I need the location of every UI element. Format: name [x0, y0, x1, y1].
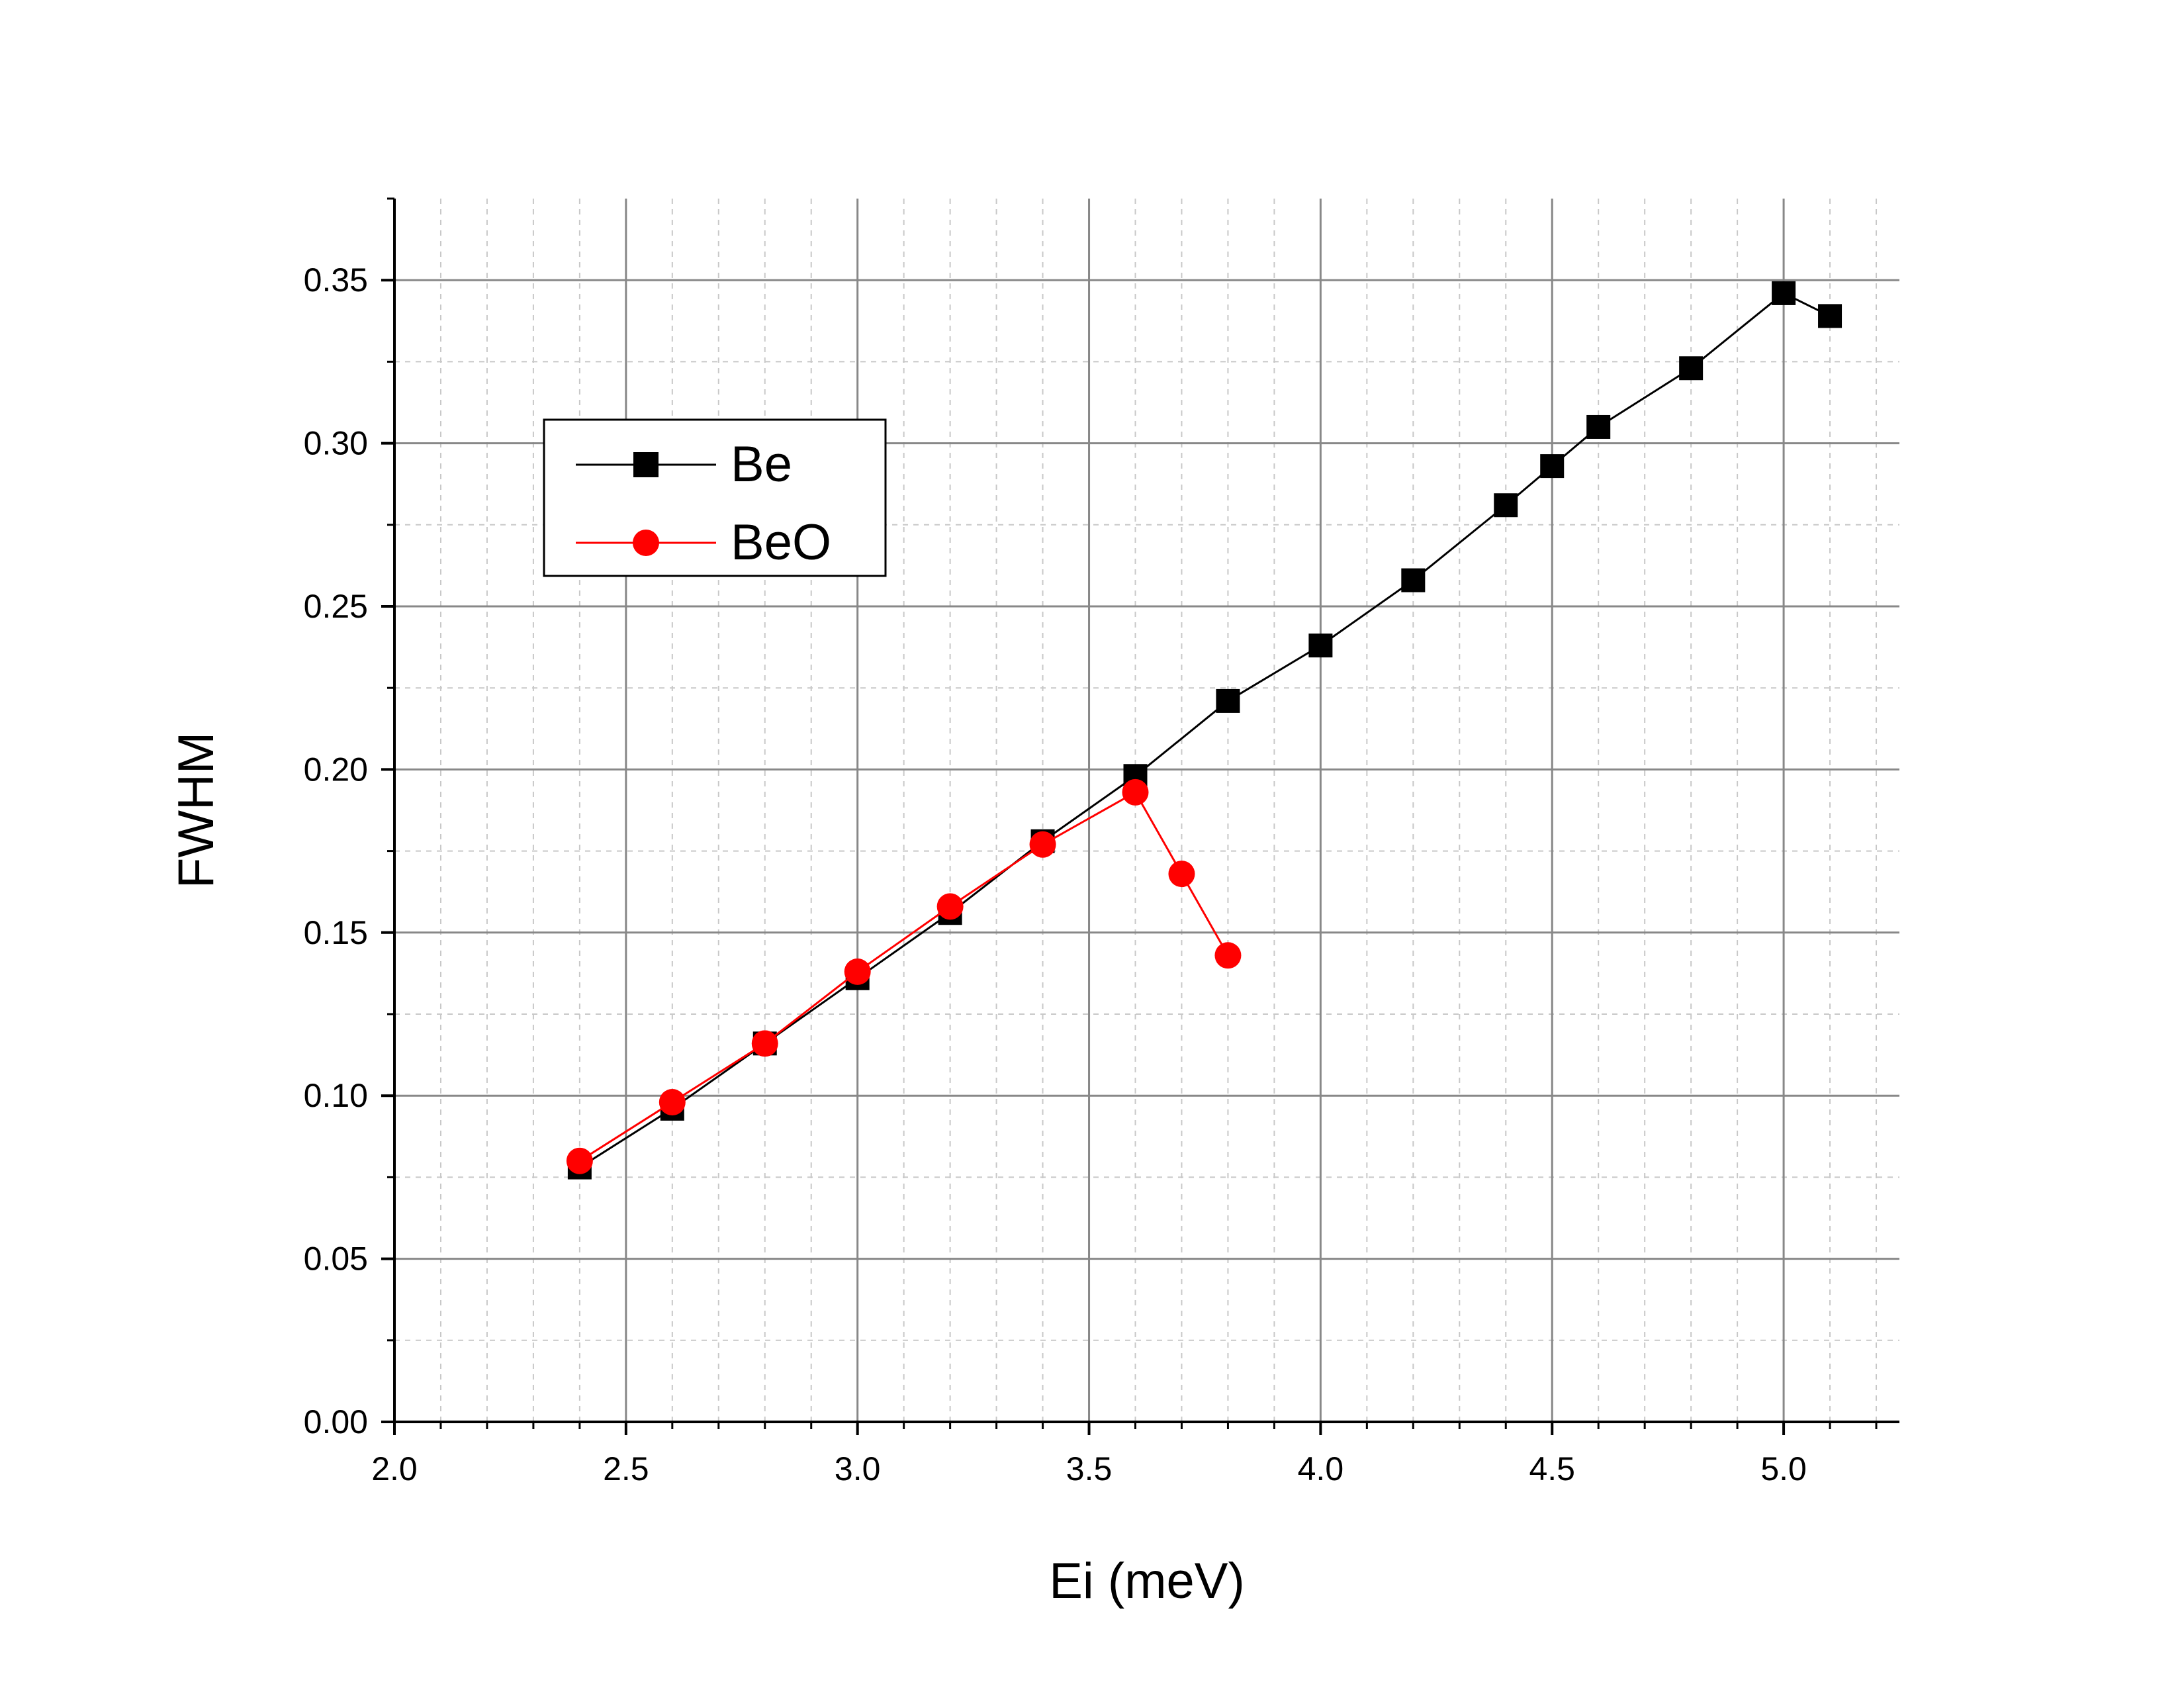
data-point — [751, 1030, 778, 1057]
x-tick-label: 5.0 — [1760, 1450, 1807, 1487]
legend-box — [543, 418, 887, 577]
data-point — [1679, 356, 1704, 381]
x-axis-title: Ei (meV) — [1049, 1553, 1245, 1609]
legend: Be BeO — [543, 418, 887, 577]
y-axis-title: FWHM — [168, 732, 224, 888]
x-tick-label: 4.5 — [1529, 1450, 1575, 1487]
series-layer — [566, 281, 1843, 1180]
data-point — [1818, 304, 1843, 328]
legend-label-beo: BeO — [731, 514, 831, 571]
axes — [393, 199, 1899, 1423]
series-BeO — [566, 778, 1242, 1174]
x-tick-label: 2.0 — [371, 1450, 418, 1487]
y-tick-label: 0.35 — [304, 261, 368, 299]
x-tick-label: 3.0 — [835, 1450, 881, 1487]
data-point — [936, 893, 964, 920]
tick-labels: 2.0 2.5 3.0 3.5 4.0 4.5 5.0 0.00 0.05 0.10 0.15 0.2… — [304, 261, 1807, 1487]
data-point — [1214, 942, 1242, 969]
data-point — [1308, 633, 1333, 658]
data-point — [1586, 414, 1611, 439]
data-point — [1401, 568, 1426, 592]
data-point — [1540, 454, 1565, 479]
y-tick-label: 0.30 — [304, 425, 368, 462]
data-point — [1029, 831, 1056, 858]
minor-grid — [394, 199, 1899, 1422]
data-point — [1494, 493, 1518, 518]
data-point — [659, 1089, 686, 1116]
data-point — [1772, 281, 1796, 305]
legend-marker-be — [633, 452, 659, 477]
y-tick-label: 0.25 — [304, 588, 368, 625]
data-point — [844, 958, 871, 985]
legend-marker-beo — [633, 530, 659, 556]
data-point — [1122, 778, 1149, 806]
series-line — [579, 292, 1831, 1168]
data-point — [1216, 688, 1240, 713]
data-point — [1168, 861, 1195, 888]
y-tick-label: 0.00 — [304, 1403, 368, 1440]
legend-label-be: Be — [731, 436, 792, 492]
major-grid — [394, 199, 1899, 1422]
y-tick-label: 0.05 — [304, 1241, 368, 1278]
y-tick-label: 0.15 — [304, 914, 368, 951]
x-tick-label: 2.5 — [603, 1450, 649, 1487]
y-tick-label: 0.20 — [304, 751, 368, 788]
data-point — [566, 1147, 593, 1174]
x-tick-label: 3.5 — [1066, 1450, 1113, 1487]
x-tick-label: 4.0 — [1298, 1450, 1344, 1487]
y-tick-label: 0.10 — [304, 1077, 368, 1114]
ticks — [381, 197, 1878, 1435]
